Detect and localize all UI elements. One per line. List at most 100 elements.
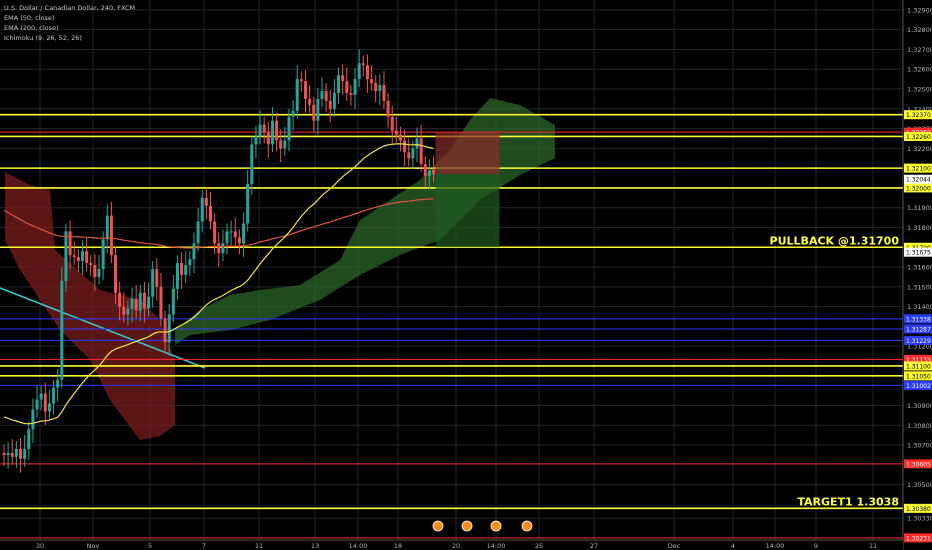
candle-body — [122, 306, 126, 315]
candle-body — [184, 265, 188, 275]
ema50-line — [3, 143, 434, 425]
candle-body — [76, 257, 80, 262]
candle-body — [209, 205, 212, 222]
price-tick-label: 1.32400 — [907, 105, 932, 113]
price-level-tag-label: 1.32260 — [906, 134, 931, 141]
candle-body — [217, 243, 221, 254]
time-tick-label: 30 — [36, 542, 44, 550]
price-level-tag-label: 1.30605 — [906, 461, 931, 468]
candle-body — [341, 75, 345, 82]
time-tick-label: Nov — [87, 542, 100, 550]
candle-body — [427, 170, 431, 177]
price-level-tag — [904, 380, 932, 390]
pullback-annotation: PULLBACK @1.31700 — [770, 234, 900, 247]
time-tick-label: 7 — [202, 542, 206, 550]
candle-body — [85, 251, 89, 264]
time-axis-background — [0, 540, 903, 550]
time-tick-label: 14:00 — [766, 542, 785, 550]
price-tick-label: 1.31200 — [907, 343, 932, 351]
candle-body — [72, 255, 76, 258]
price-tick-label: 1.31900 — [907, 204, 932, 212]
candle-body — [43, 393, 47, 412]
candle-body — [283, 140, 287, 149]
candle-body — [411, 148, 415, 159]
candle-body — [345, 81, 349, 93]
time-tick-label: 18 — [394, 542, 402, 550]
candle-body — [138, 292, 142, 311]
price-tick-label: 1.31400 — [907, 303, 932, 311]
candle-body — [2, 452, 6, 455]
time-tick-label: 4 — [731, 542, 735, 550]
price-level-tag-label: 1.30231 — [906, 535, 931, 542]
candle-body — [35, 399, 39, 410]
kumo-bearish-cloud — [5, 172, 175, 440]
candle-body — [374, 83, 378, 91]
candle-body — [188, 259, 192, 266]
price-level-tag-label: 1.31002 — [906, 383, 931, 390]
candle-body — [147, 296, 151, 309]
candle-body — [155, 269, 159, 287]
candle-body — [316, 98, 320, 121]
candle-body — [142, 292, 146, 309]
price-tick-label: 1.32600 — [907, 66, 932, 74]
time-tick-label: 27 — [590, 542, 598, 550]
candle-body — [324, 90, 328, 101]
candle-body — [390, 116, 394, 131]
candle-body — [10, 452, 14, 457]
candle-body — [23, 449, 27, 459]
candle-body — [254, 136, 258, 145]
price-tick-label: 1.30700 — [907, 442, 932, 450]
price-tick-label: 1.30330 — [907, 515, 932, 523]
candle-body — [171, 288, 175, 315]
candle-body — [308, 98, 312, 105]
price-axis-background — [903, 0, 932, 550]
candle-body — [225, 231, 229, 244]
price-level-tag-label: 1.31100 — [906, 363, 931, 370]
candle-body — [60, 280, 64, 380]
price-level-tag-label: 1.31050 — [906, 373, 931, 380]
price-level-tag-label: 1.31675 — [906, 250, 931, 257]
candle-body — [213, 221, 217, 244]
candle-body — [151, 269, 155, 297]
candle-body — [134, 298, 138, 311]
candle-body — [361, 63, 365, 66]
price-level-tag-label: 1.31338 — [906, 316, 931, 323]
candle-body — [221, 243, 225, 254]
candle-body — [386, 100, 390, 117]
price-level-tag — [904, 110, 932, 120]
price-tick-label: 1.32800 — [907, 26, 932, 34]
price-level-tag — [904, 371, 932, 381]
time-tick-label: 11 — [869, 542, 877, 550]
candle-body — [279, 140, 283, 149]
time-tick-label: 13 — [311, 542, 319, 550]
price-level-tag-label: 1.32044 — [906, 177, 931, 184]
candle-body — [229, 231, 233, 233]
time-tick-label: 11 — [255, 542, 263, 550]
price-tick-label: 1.30500 — [907, 481, 932, 489]
ema200-line — [3, 198, 434, 249]
price-level-tag — [904, 503, 932, 513]
economic-event-icon — [432, 520, 444, 532]
price-level-tag-label: 1.31287 — [906, 326, 931, 333]
candle-body — [109, 215, 113, 256]
price-level-tag — [904, 183, 932, 193]
price-level-tag — [904, 361, 932, 371]
candle-body — [365, 65, 369, 80]
candle-body — [52, 387, 56, 404]
candle-body — [64, 231, 68, 281]
grid-lines — [0, 0, 903, 540]
candle-body — [287, 116, 291, 141]
candle-body — [275, 120, 279, 141]
candle-body — [423, 164, 427, 177]
candle-body — [19, 449, 23, 459]
price-level-tag — [904, 324, 932, 334]
price-tick-label: 1.31600 — [907, 264, 932, 272]
candle-body — [262, 124, 266, 133]
price-level-tag — [904, 174, 932, 184]
candle-body — [394, 130, 398, 135]
price-tick-label: 1.31800 — [907, 224, 932, 232]
ichimoku-legend: Ichimoku (9, 26, 52, 26) — [4, 34, 82, 42]
candle-body — [130, 298, 134, 309]
candle-body — [432, 170, 436, 175]
